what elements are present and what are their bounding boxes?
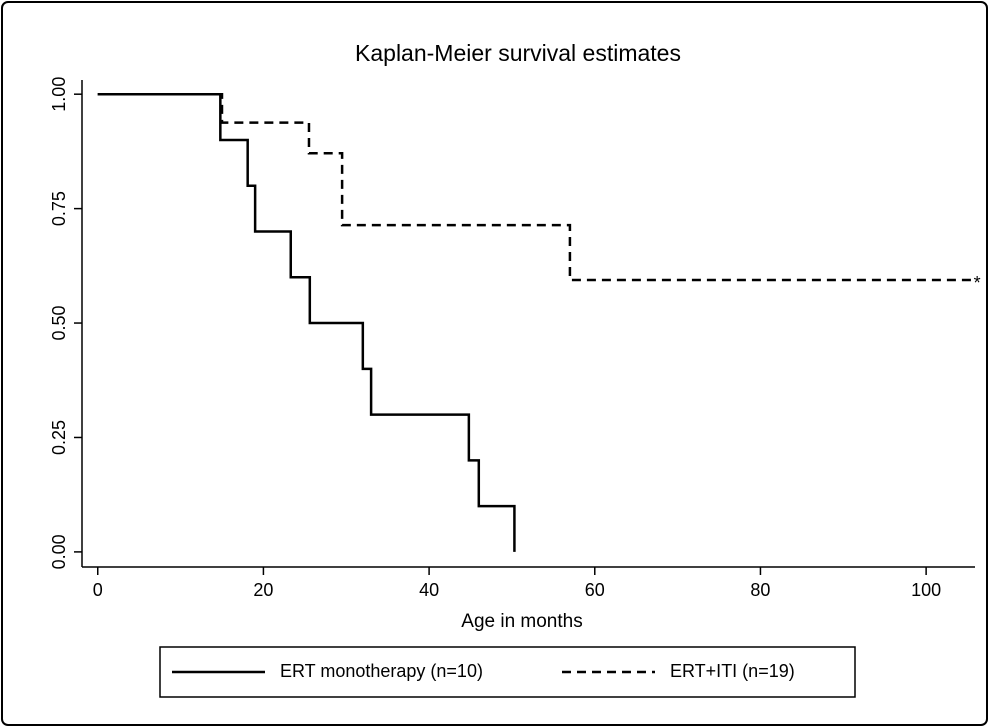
legend-label: ERT monotherapy (n=10) xyxy=(280,661,483,681)
x-tick-label: 40 xyxy=(419,580,439,600)
censor-mark: * xyxy=(974,273,981,293)
y-tick-label: 0.50 xyxy=(49,306,69,341)
x-axis-label: Age in months xyxy=(461,611,582,632)
x-tick-label: 100 xyxy=(911,580,941,600)
survival-line xyxy=(97,92,972,282)
y-tick-label: 0.75 xyxy=(49,191,69,226)
y-tick-label: 0.25 xyxy=(49,420,69,455)
chart-title: Kaplan-Meier survival estimates xyxy=(355,40,681,66)
x-tick-label: 0 xyxy=(93,580,103,600)
legend-label: ERT+ITI (n=19) xyxy=(670,661,795,681)
y-tick-label: 0.00 xyxy=(49,534,69,569)
legend xyxy=(159,646,856,698)
y-tick-label: 1.00 xyxy=(49,77,69,112)
survival-line xyxy=(97,92,516,552)
x-tick-label: 80 xyxy=(750,580,770,600)
x-tick-label: 20 xyxy=(253,580,273,600)
x-tick-label: 60 xyxy=(585,580,605,600)
